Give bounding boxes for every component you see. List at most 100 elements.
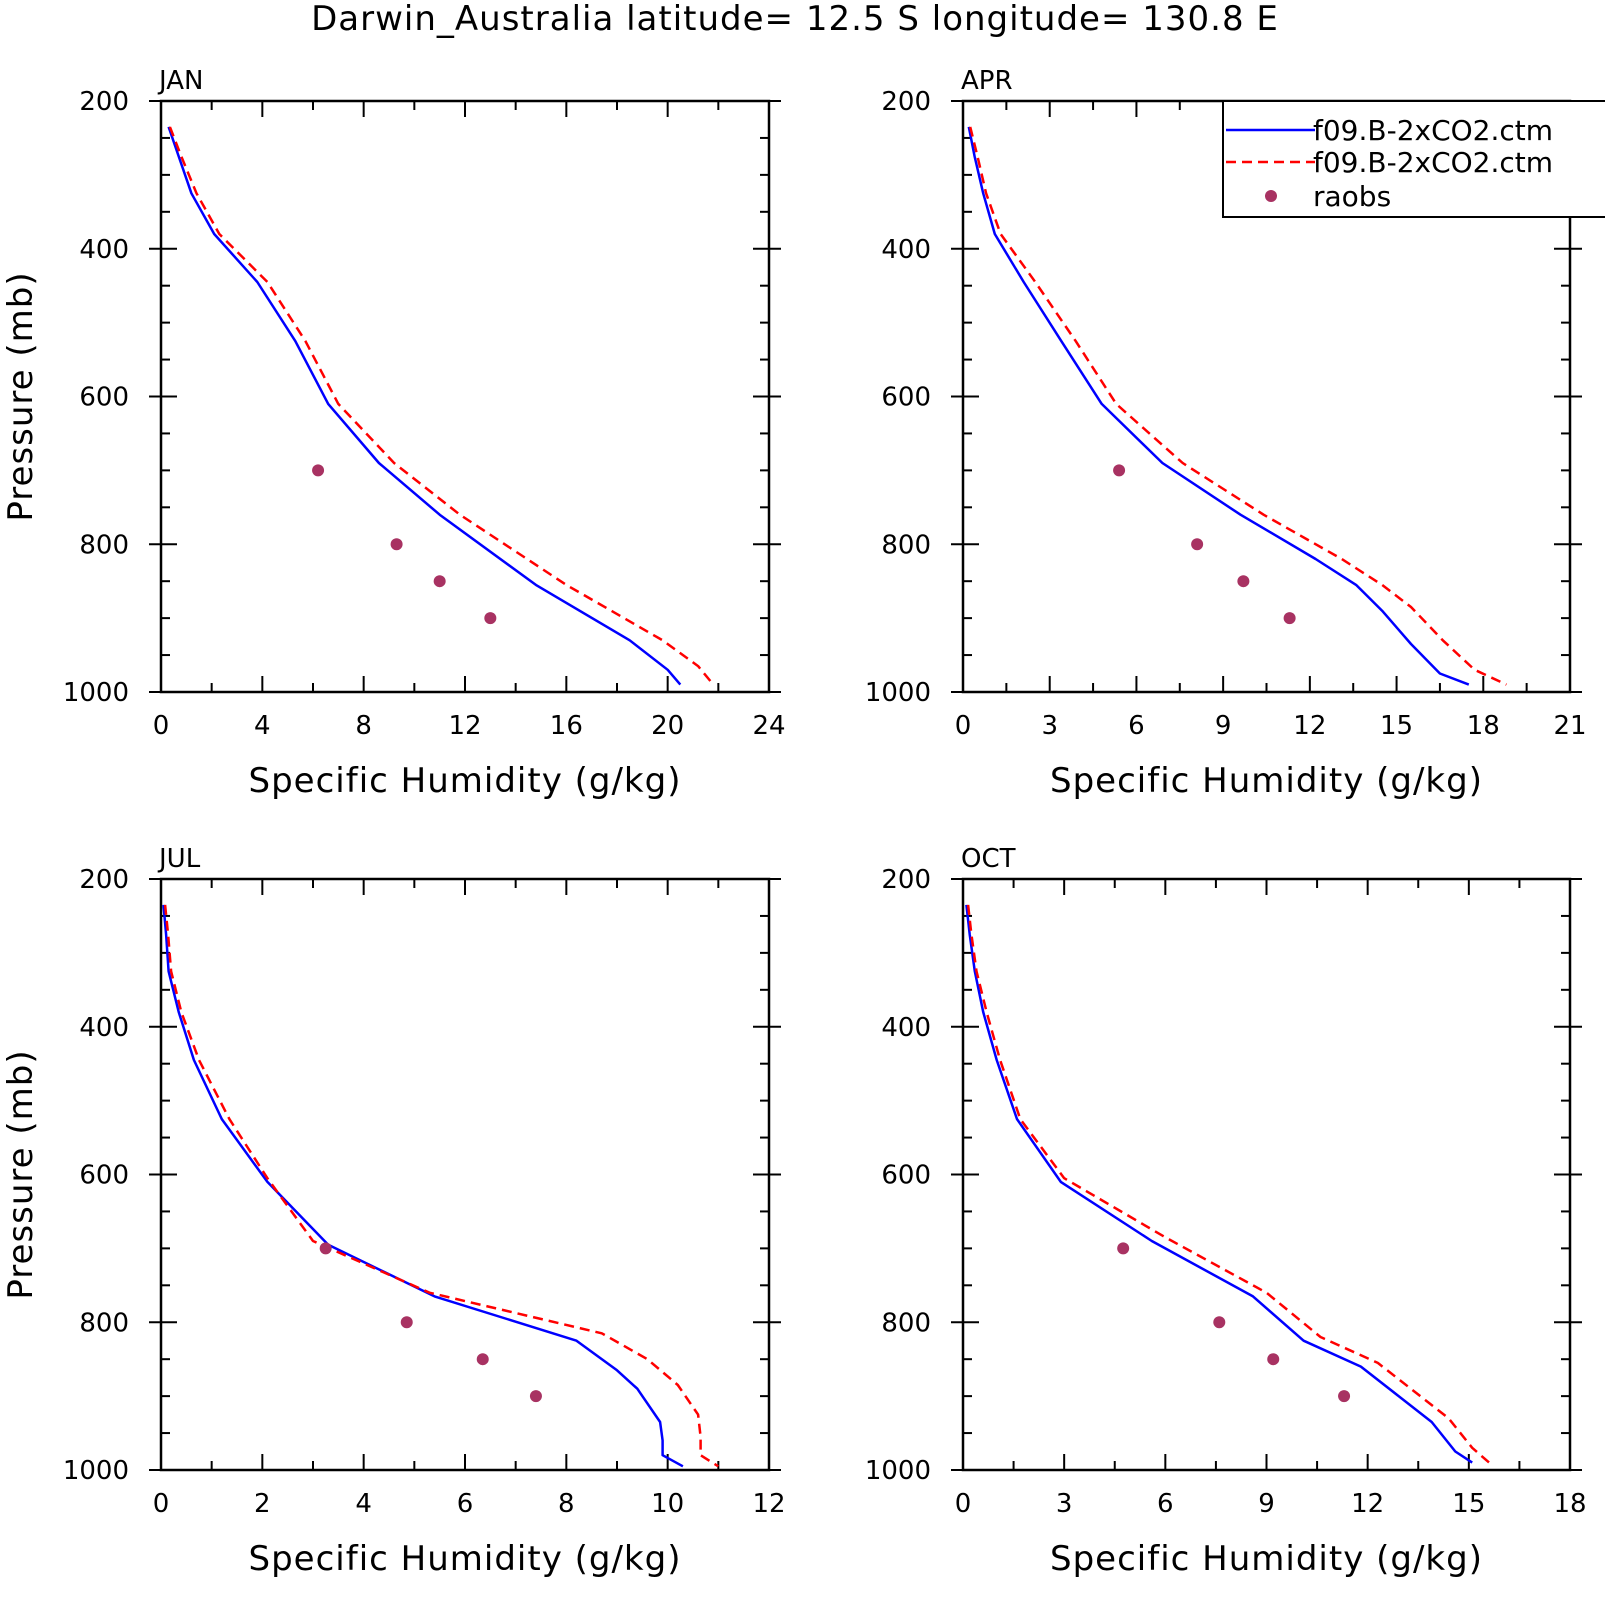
x-tick-label: 9 <box>1215 711 1232 741</box>
plot-frame <box>159 99 771 694</box>
data-layer <box>967 126 1507 686</box>
x-tick-label: 9 <box>1258 1489 1275 1519</box>
raobs-point <box>433 575 446 588</box>
y-tick-label: 400 <box>79 235 129 265</box>
x-tick-label: 3 <box>1056 1489 1073 1519</box>
raobs-point <box>312 464 325 477</box>
y-tick-label: 400 <box>881 235 931 265</box>
legend-label: f09.B-2xCO2.ctm <box>1313 114 1553 147</box>
x-tick-label: 8 <box>355 711 372 741</box>
raobs-point <box>1283 612 1296 625</box>
legend-label: f09.B-2xCO2.ctm <box>1313 146 1553 179</box>
y-tick-label: 600 <box>881 1161 931 1191</box>
legend-swatch-marker <box>1265 190 1277 202</box>
panel-label: JAN <box>157 66 203 96</box>
chart-panel-apr: APR 0 3 6 9 12 15 18 21 200 400 600 800 1000 Specific … <box>865 66 1587 801</box>
x-tick-label: 0 <box>153 1489 170 1519</box>
x-tick-label: 24 <box>752 711 785 741</box>
y-tick-label: 200 <box>881 87 931 117</box>
y-tick-label: 200 <box>881 865 931 895</box>
y-tick-label: 1000 <box>63 678 129 708</box>
panel-label: OCT <box>961 844 1016 874</box>
raobs-point <box>390 538 403 551</box>
data-layer <box>965 904 1490 1464</box>
data-layer <box>167 126 715 686</box>
series-line-dashed <box>968 126 1507 686</box>
raobs-point <box>1117 1242 1130 1255</box>
x-tick-label: 15 <box>1452 1489 1485 1519</box>
x-tick-label: 15 <box>1380 711 1413 741</box>
y-tick-label: 600 <box>79 383 129 413</box>
raobs-point <box>476 1353 489 1366</box>
x-tick-label: 2 <box>254 1489 271 1519</box>
x-tick-label: 20 <box>651 711 684 741</box>
chart-panel-jan: JAN 0 4 8 12 16 20 24 20 0 400 600 800 1000 Specific H… <box>1 66 786 801</box>
x-tick-label: 16 <box>550 711 583 741</box>
y-ticks: 200 400 600 800 1000 <box>63 865 781 1486</box>
y-ticks: 200 400 600 800 1000 <box>865 865 1582 1486</box>
x-tick-label: 21 <box>1553 711 1586 741</box>
x-tick-label: 0 <box>955 1489 972 1519</box>
raobs-point <box>529 1390 542 1403</box>
y-tick-label: 200 <box>79 865 129 895</box>
chart-panel-jul: JUL 0 2 4 6 8 10 12 200 400 600 800 1000 Specific Hum… <box>1 844 786 1579</box>
series-line-solid <box>965 904 1473 1464</box>
x-tick-label: 12 <box>1351 1489 1384 1519</box>
series-line-solid <box>967 126 1470 686</box>
x-tick-label: 0 <box>955 711 972 741</box>
plot-frame <box>961 877 1572 1472</box>
y-ticks: 200 400 600 800 1000 <box>63 87 781 708</box>
y-tick-label: 800 <box>881 530 931 560</box>
x-tick-label: 12 <box>752 1489 785 1519</box>
x-tick-label: 8 <box>558 1489 575 1519</box>
y-tick-label: 800 <box>79 1308 129 1338</box>
x-axis-label: Specific Humidity (g/kg) <box>1050 761 1483 801</box>
raobs-point <box>484 612 497 625</box>
y-tick-label: 400 <box>79 1013 129 1043</box>
series-line-solid <box>167 126 682 686</box>
plot-frame <box>159 877 771 1472</box>
x-tick-label: 10 <box>651 1489 684 1519</box>
x-axis-label: Specific Humidity (g/kg) <box>249 761 682 801</box>
x-ticks: 0 4 8 12 16 20 24 <box>153 101 786 741</box>
data-layer <box>162 904 719 1468</box>
x-tick-label: 6 <box>1128 711 1145 741</box>
y-axis-label: Pressure (mb) <box>1 271 41 521</box>
y-axis-label: Pressure (mb) <box>1 1049 41 1299</box>
y-tick-label: 1000 <box>865 1456 931 1486</box>
y-tick-label: 1000 <box>63 1456 129 1486</box>
series-line-dashed <box>168 126 715 686</box>
x-tick-label: 0 <box>153 711 170 741</box>
x-tick-label: 12 <box>448 711 481 741</box>
raobs-point <box>1237 575 1250 588</box>
raobs-point <box>1338 1390 1351 1403</box>
series-line-dashed <box>966 904 1490 1464</box>
raobs-point <box>1191 538 1204 551</box>
y-tick-label: 1000 <box>865 678 931 708</box>
y-tick-label: 800 <box>79 530 129 560</box>
x-ticks: 0 2 4 6 8 10 12 <box>153 879 786 1519</box>
series-line-solid <box>162 904 684 1468</box>
raobs-point <box>1213 1316 1226 1329</box>
y-tick-label: 800 <box>881 1308 931 1338</box>
legend-label: raobs <box>1313 180 1391 213</box>
raobs-point <box>319 1242 332 1255</box>
legend-box <box>1222 100 1605 218</box>
x-axis-label: Specific Humidity (g/kg) <box>1050 1539 1483 1579</box>
series-line-dashed <box>163 904 719 1468</box>
raobs-point <box>400 1316 413 1329</box>
x-tick-label: 12 <box>1293 711 1326 741</box>
panel-label: APR <box>961 66 1013 96</box>
y-tick-label: 600 <box>881 383 931 413</box>
x-tick-label: 4 <box>254 711 271 741</box>
x-tick-label: 4 <box>355 1489 372 1519</box>
y-tick-label: 600 <box>79 1161 129 1191</box>
x-ticks: 0 3 6 9 12 15 18 <box>955 879 1587 1519</box>
x-ticks: 0 3 6 9 12 15 18 21 <box>955 101 1587 741</box>
x-tick-label: 18 <box>1467 711 1500 741</box>
x-tick-label: 6 <box>457 1489 474 1519</box>
x-tick-label: 6 <box>1157 1489 1174 1519</box>
y-tick-label: 400 <box>881 1013 931 1043</box>
